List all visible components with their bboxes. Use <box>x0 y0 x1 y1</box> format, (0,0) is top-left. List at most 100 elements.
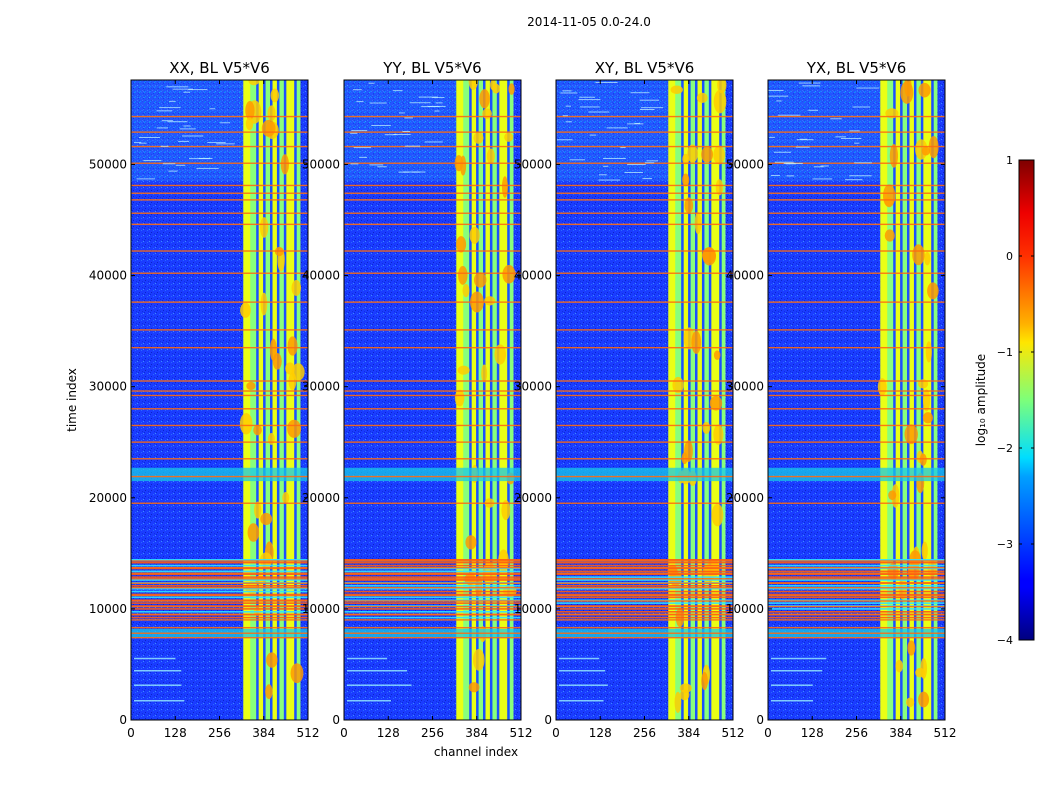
rfi-line <box>556 602 733 604</box>
x-tick-label: 512 <box>510 726 533 740</box>
band-blob <box>715 179 724 196</box>
band-blob <box>904 80 912 97</box>
x-tick-label: 0 <box>764 726 772 740</box>
rfi-line <box>556 115 733 118</box>
streak <box>347 657 388 660</box>
rfi-line <box>131 441 308 443</box>
rfi-band <box>768 467 945 482</box>
rfi-line <box>768 594 945 597</box>
rfi-line <box>131 579 308 581</box>
streak <box>849 175 872 177</box>
band-gap <box>476 80 479 720</box>
rfi-line <box>768 329 945 331</box>
band-gap <box>708 80 712 720</box>
rfi-line <box>344 599 521 602</box>
rfi-line <box>131 559 308 561</box>
rfi-line <box>556 626 733 629</box>
band-blob <box>921 541 928 560</box>
rfi-line <box>768 596 945 599</box>
band-blob <box>282 492 290 504</box>
y-tick-label: 50000 <box>514 157 552 171</box>
rfi-line <box>131 594 308 597</box>
band-blob <box>674 691 682 713</box>
rfi-line <box>768 131 945 133</box>
y-tick-label: 40000 <box>514 269 552 283</box>
rfi-line <box>768 272 945 274</box>
band-column <box>696 80 703 720</box>
rfi-line <box>768 636 945 639</box>
streak <box>776 100 782 102</box>
streak <box>434 110 440 112</box>
rfi-line <box>131 145 308 148</box>
band-blob <box>473 648 485 671</box>
rfi-line <box>556 145 733 148</box>
streak <box>578 99 601 101</box>
colorbar-tick-label: 1 <box>1006 154 1013 167</box>
rfi-line <box>131 566 308 569</box>
streak <box>835 136 846 138</box>
figure-title: 2014-11-05 0.0-24.0 <box>527 15 651 29</box>
streak <box>352 89 362 91</box>
rfi-line <box>131 611 308 613</box>
rfi-line <box>556 582 733 584</box>
streak <box>402 130 411 132</box>
rfi-line <box>768 567 945 570</box>
rfi-line <box>768 394 945 397</box>
rfi-line <box>768 564 945 567</box>
rfi-line <box>556 619 733 621</box>
streak <box>411 171 420 173</box>
streak <box>169 100 176 102</box>
band-blob <box>454 389 465 407</box>
band-gap <box>900 80 903 720</box>
rfi-line <box>131 560 308 562</box>
rfi-line <box>768 192 945 194</box>
streak <box>393 133 411 135</box>
rfi-line <box>556 559 733 561</box>
band-blob <box>922 412 933 424</box>
rfi-line <box>344 600 521 602</box>
band-column <box>894 80 902 720</box>
streak <box>418 96 439 98</box>
rfi-line <box>344 199 521 201</box>
rfi-line <box>556 192 733 194</box>
rfi-line <box>344 424 521 427</box>
rfi-line <box>556 579 733 581</box>
band-column <box>284 80 296 720</box>
streak <box>350 132 358 134</box>
streak <box>770 174 780 176</box>
panel-yy: YY, BL V5*V6 0 128 256 384 512 0 10000 20000 3000… <box>302 59 533 740</box>
rfi-line <box>556 596 733 599</box>
rfi-line <box>556 608 733 610</box>
streak <box>179 128 196 130</box>
rfi-line <box>556 585 733 587</box>
rfi-line <box>131 602 308 604</box>
rfi-line <box>556 441 733 443</box>
rfi-line <box>344 579 521 581</box>
streak <box>424 141 443 143</box>
y-tick-label: 0 <box>756 713 764 727</box>
streak <box>369 164 384 166</box>
streak <box>795 146 810 148</box>
streak <box>175 164 186 166</box>
band-blob <box>679 689 690 701</box>
streak <box>644 162 655 164</box>
band-blob <box>907 640 916 656</box>
streak <box>768 89 784 91</box>
rfi-line <box>556 578 733 580</box>
rfi-line <box>768 199 945 201</box>
streak <box>133 142 142 144</box>
band-blob <box>290 663 304 684</box>
rfi-line <box>768 570 945 573</box>
band-blob <box>462 283 470 298</box>
streak <box>183 125 191 127</box>
streak <box>359 156 368 158</box>
y-tick-label: 10000 <box>302 602 340 616</box>
panel-title: XY, BL V5*V6 <box>595 59 695 77</box>
streak <box>356 101 364 103</box>
streak <box>771 700 813 702</box>
band-blob <box>479 89 490 109</box>
band-blob <box>248 80 260 86</box>
band-blob <box>473 272 487 288</box>
band-column <box>880 80 888 720</box>
